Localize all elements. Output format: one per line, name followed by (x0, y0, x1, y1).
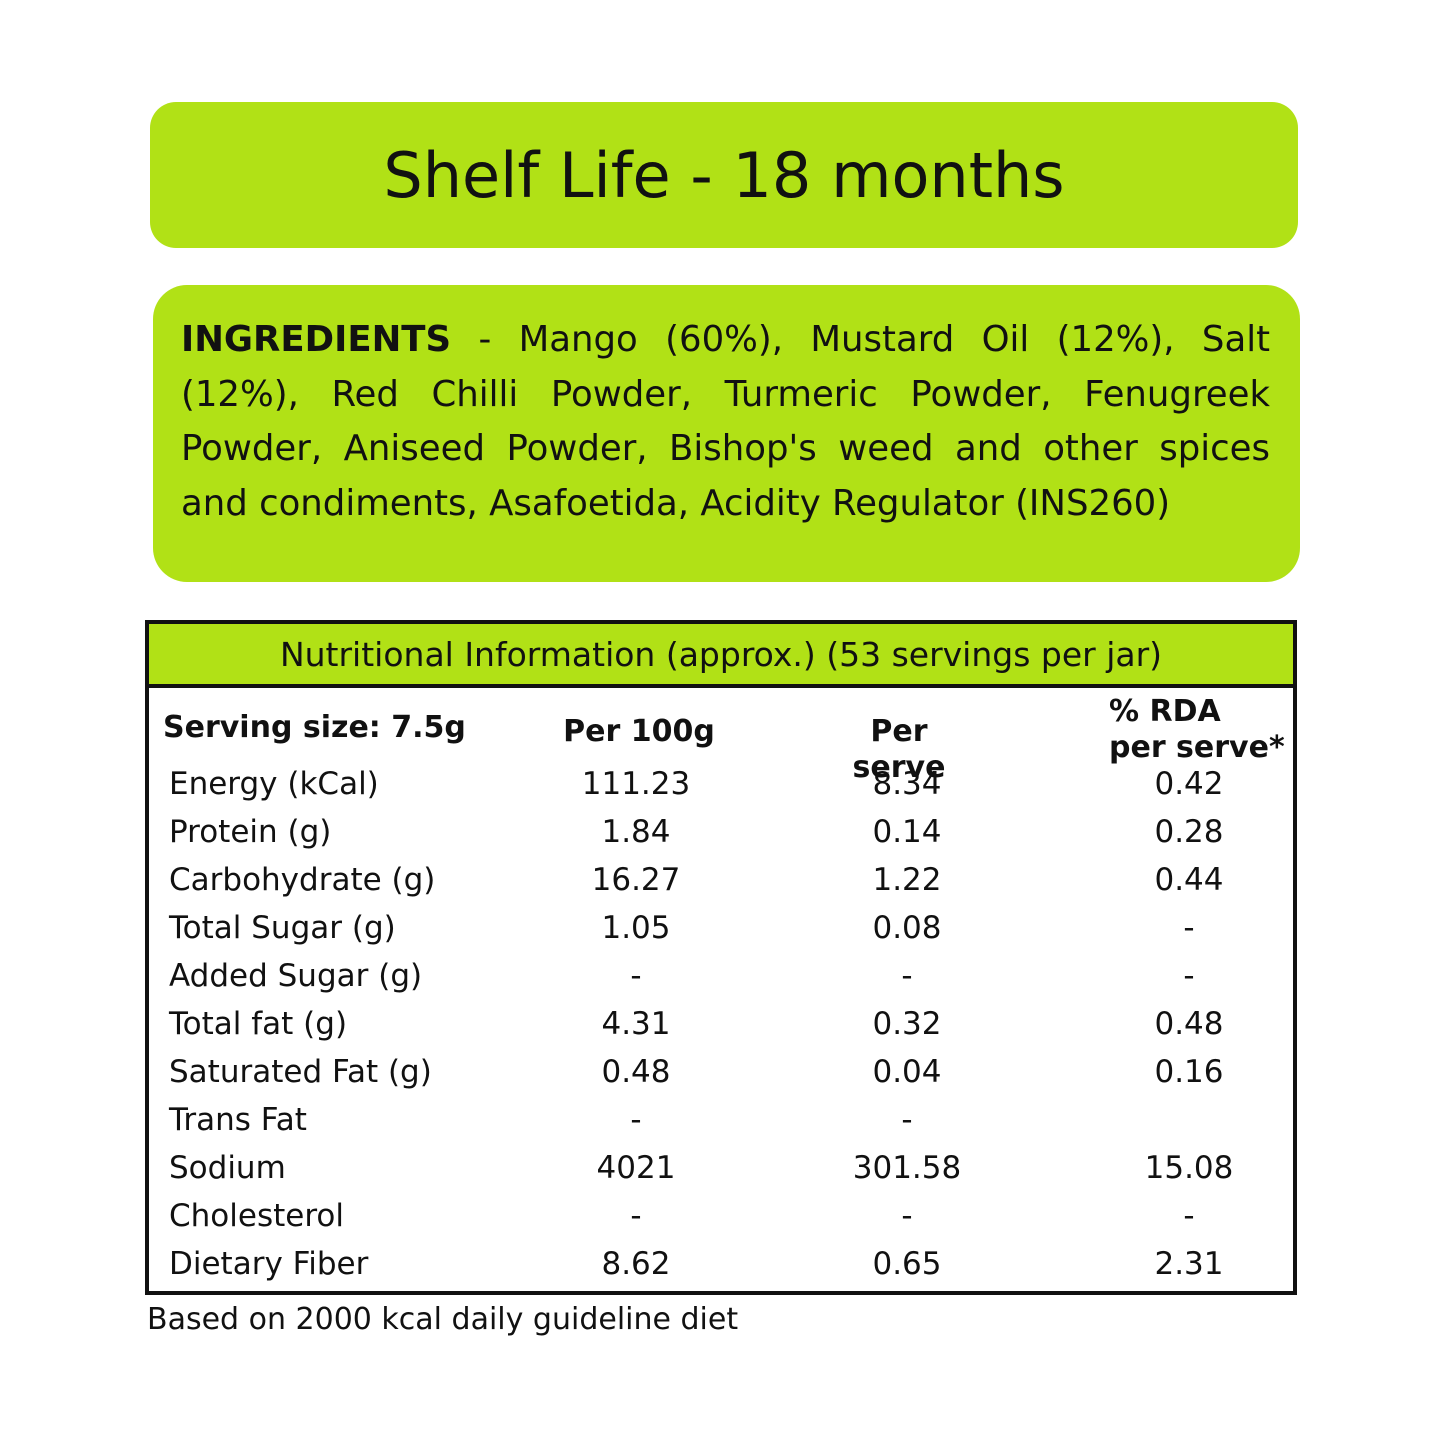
ingredients-paragraph: INGREDIENTS - Mango (60%), Mustard Oil (… (181, 313, 1270, 531)
per-100g-value: 16.27 (591, 862, 681, 898)
rda-value: 2.31 (1154, 1246, 1224, 1282)
nutrient-label: Energy (kCal) (169, 766, 379, 802)
shelf-life-text: Shelf Life - 18 months (383, 138, 1065, 212)
table-row: Energy (kCal) 111.23 8.34 0.42 (149, 760, 1293, 808)
nutrient-label: Saturated Fat (g) (169, 1054, 432, 1090)
table-row: Cholesterol - - - (149, 1192, 1293, 1240)
per-100g-value: 8.62 (601, 1246, 671, 1282)
per-serve-value: - (901, 1198, 913, 1234)
table-row: Carbohydrate (g) 16.27 1.22 0.44 (149, 856, 1293, 904)
rda-value: - (1183, 1198, 1195, 1234)
nutrient-label: Protein (g) (169, 814, 332, 850)
per-100g-value: - (630, 1102, 642, 1138)
table-row: Total Sugar (g) 1.05 0.08 - (149, 904, 1293, 952)
nutrient-label: Trans Fat (169, 1102, 307, 1138)
nutrient-label: Dietary Fiber (169, 1246, 369, 1282)
ingredients-panel: INGREDIENTS - Mango (60%), Mustard Oil (… (153, 285, 1300, 582)
per-100g-value: 1.84 (601, 814, 671, 850)
rda-value: - (1183, 958, 1195, 994)
table-row: Saturated Fat (g) 0.48 0.04 0.16 (149, 1048, 1293, 1096)
rda-value: 0.44 (1154, 862, 1224, 898)
per-100g-value: 4.31 (601, 1006, 671, 1042)
table-row: Total fat (g) 4.31 0.32 0.48 (149, 1000, 1293, 1048)
nutrient-label: Carbohydrate (g) (169, 862, 436, 898)
shelf-life-banner: Shelf Life - 18 months (150, 102, 1298, 248)
per-100g-value: - (630, 1198, 642, 1234)
per-100g-value: 111.23 (581, 766, 691, 802)
per-serve-value: 0.14 (872, 814, 942, 850)
rda-value: 0.42 (1154, 766, 1224, 802)
table-row: Dietary Fiber 8.62 0.65 2.31 (149, 1240, 1293, 1288)
nutrient-label: Sodium (169, 1150, 286, 1186)
per-100g-value: 4021 (596, 1150, 676, 1186)
nutrient-label: Added Sugar (g) (169, 958, 423, 994)
rda-header-line2: per serve* (1109, 730, 1285, 765)
nutrient-label: Cholesterol (169, 1198, 344, 1234)
per-serve-value: 0.08 (872, 910, 942, 946)
rda-value: 0.16 (1154, 1054, 1224, 1090)
rda-value: 0.48 (1154, 1006, 1224, 1042)
ingredients-list: - Mango (60%), Mustard Oil (12%), Salt (… (181, 319, 1270, 524)
per-serve-value: 8.34 (872, 766, 942, 802)
footnote: Based on 2000 kcal daily guideline diet (147, 1302, 739, 1337)
per-serve-value: 0.32 (872, 1006, 942, 1042)
rda-value: 15.08 (1144, 1150, 1234, 1186)
ingredients-heading: INGREDIENTS (181, 319, 452, 360)
nutrient-label: Total fat (g) (169, 1006, 348, 1042)
nutrition-column-headers: Serving size: 7.5g Per 100g Per serve % … (149, 694, 1293, 785)
nutrient-label: Total Sugar (g) (169, 910, 396, 946)
table-row: Protein (g) 1.84 0.14 0.28 (149, 808, 1293, 856)
table-row: Trans Fat - - (149, 1096, 1293, 1144)
per-serve-value: - (901, 1102, 913, 1138)
per-100g-header: Per 100g (563, 714, 715, 749)
rda-header: % RDA per serve* (1109, 694, 1285, 766)
per-serve-header: Per serve (852, 714, 946, 785)
per-serve-value: - (901, 958, 913, 994)
per-serve-value: 0.65 (872, 1246, 942, 1282)
rda-header-line1: % RDA (1109, 694, 1221, 729)
rda-value: - (1183, 910, 1195, 946)
per-100g-value: 1.05 (601, 910, 671, 946)
nutrition-table: Nutritional Information (approx.) (53 se… (145, 620, 1297, 1295)
per-serve-value: 0.04 (872, 1054, 942, 1090)
per-100g-value: - (630, 958, 642, 994)
per-100g-value: 0.48 (601, 1054, 671, 1090)
table-row: Added Sugar (g) - - - (149, 952, 1293, 1000)
table-row: Sodium 4021 301.58 15.08 (149, 1144, 1293, 1192)
per-serve-value: 1.22 (872, 862, 942, 898)
per-serve-value: 301.58 (852, 1150, 962, 1186)
serving-size-header: Serving size: 7.5g (163, 710, 466, 745)
nutrition-title: Nutritional Information (approx.) (53 se… (149, 624, 1293, 688)
rda-value: 0.28 (1154, 814, 1224, 850)
nutrition-rows: Energy (kCal) 111.23 8.34 0.42 Protein (… (149, 760, 1293, 1288)
